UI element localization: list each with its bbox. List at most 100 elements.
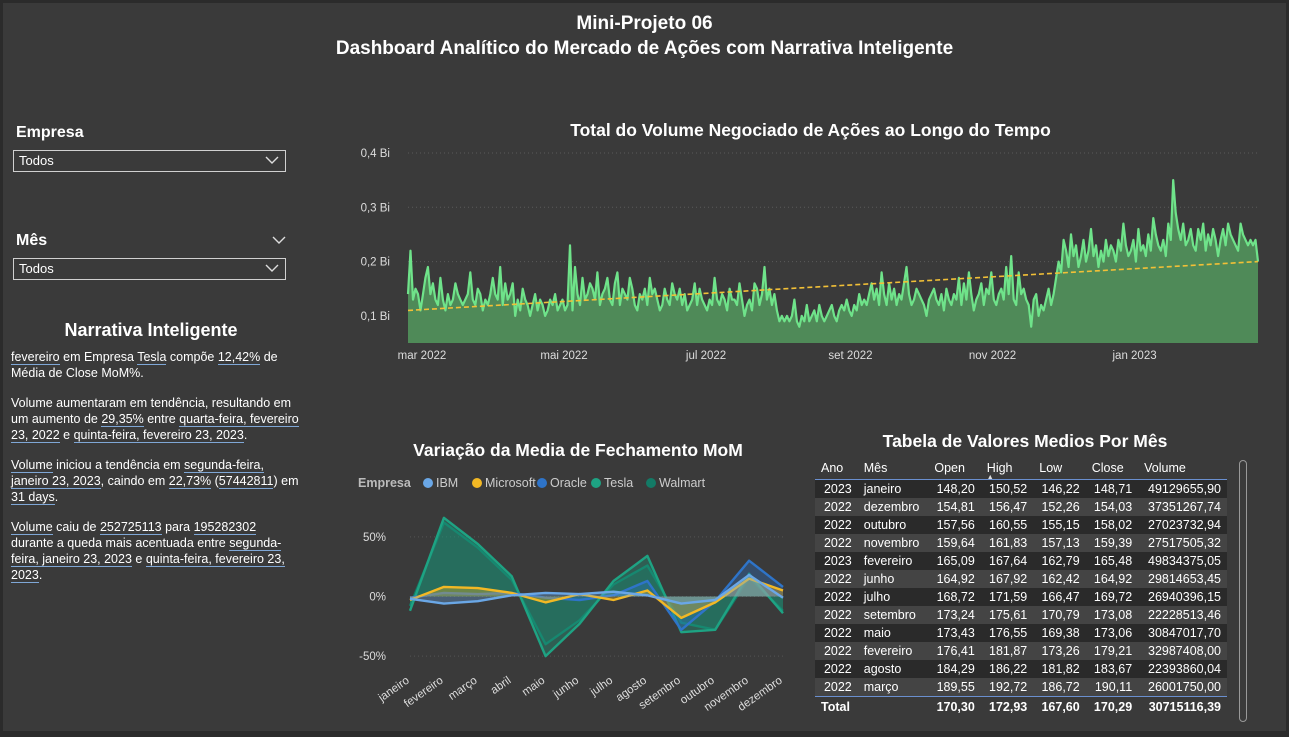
- table-cell: 32987408,00: [1138, 641, 1227, 660]
- table-row[interactable]: 2022 julho 168,72 171,59 166,47 169,72 2694039…: [815, 587, 1227, 606]
- table-cell: 159,64: [928, 533, 981, 552]
- table-cell: 170,79: [1033, 605, 1086, 624]
- table-body: 2023 janeiro 148,20 150,52 146,22 148,71 49129…: [815, 479, 1227, 696]
- table-cell: 189,55: [928, 677, 981, 696]
- table-row[interactable]: 2022 novembro 159,64 161,83 157,13 159,39 2751…: [815, 533, 1227, 552]
- table-row[interactable]: 2023 fevereiro 165,09 167,64 162,79 165,48 498…: [815, 551, 1227, 570]
- table-cell: 22228513,46: [1138, 605, 1227, 624]
- x-tick-label: mar 2022: [398, 350, 447, 362]
- table-cell: dezembro: [857, 497, 929, 516]
- narrative-text: .: [243, 428, 248, 442]
- x-tick-label: set 2022: [828, 350, 872, 362]
- table-row[interactable]: 2023 janeiro 148,20 150,52 146,22 148,71 49129…: [815, 479, 1227, 498]
- narrative-text: de Média de Close MoM%.: [11, 350, 278, 380]
- empresa-dropdown[interactable]: Todos: [13, 150, 286, 172]
- table-row[interactable]: 2022 setembro 173,24 175,61 170,79 173,08 2222…: [815, 605, 1227, 624]
- legend-label: Tesla: [604, 476, 633, 490]
- table-cell: 156,47: [980, 497, 1034, 516]
- dashboard-subtitle: Dashboard Analítico do Mercado de Ações …: [335, 38, 954, 59]
- table-cell: fevereiro: [857, 641, 929, 660]
- table-cell: 169,38: [1033, 623, 1086, 642]
- narrative-body: fevereiro em Empresa Tesla compõe 12,42%…: [11, 349, 301, 597]
- column-header[interactable]: Volume: [1138, 457, 1227, 480]
- x-tick-label: março: [446, 675, 479, 703]
- column-header[interactable]: Ano: [815, 457, 858, 480]
- chevron-down-icon[interactable]: [272, 235, 286, 245]
- table-cell: junho: [857, 569, 929, 588]
- narrative-value: 29,35%: [101, 412, 144, 427]
- column-header[interactable]: Close: [1085, 457, 1139, 480]
- mom-line-chart: Empresa IBM Microsoft Oracle Tesla Walmart 50%…: [358, 476, 785, 714]
- narrative-value: quinta-feira, fevereiro 23, 2023: [11, 552, 285, 583]
- table-cell: 173,26: [1033, 641, 1086, 660]
- x-tick-label: jul 2022: [685, 350, 726, 362]
- table-total-cell: 30715116,39: [1138, 695, 1227, 717]
- table-cell: 154,03: [1085, 497, 1139, 516]
- table-row[interactable]: 2022 dezembro 154,81 156,47 152,26 154,03 3735…: [815, 497, 1227, 516]
- dashboard-title: Mini-Projeto 06: [576, 13, 713, 34]
- table-cell: setembro: [857, 605, 929, 624]
- y-tick-label: 0,3 Bi: [361, 202, 390, 214]
- table-row[interactable]: 2022 fevereiro 176,41 181,87 173,26 179,21 329…: [815, 641, 1227, 660]
- y-tick-label: 0,1 Bi: [361, 311, 390, 323]
- table-cell: 2023: [815, 479, 858, 498]
- column-header[interactable]: Open: [928, 457, 981, 480]
- sort-ascending-icon: ▲: [986, 474, 994, 481]
- table-cell: 2022: [815, 497, 858, 516]
- table-total-cell: 170,30: [928, 695, 981, 717]
- table-cell: julho: [857, 587, 929, 606]
- narrative-text: caiu de: [52, 520, 100, 534]
- table-cell: 171,59: [980, 587, 1034, 606]
- volume-line: [406, 179, 1260, 328]
- narrative-paragraph: Volume iniciou a tendência em segunda-fe…: [11, 457, 301, 505]
- y-tick-label: 50%: [363, 532, 386, 544]
- dashboard-canvas: Mini-Projeto 06 Dashboard Analítico do M…: [3, 3, 1286, 731]
- table-scrollbar[interactable]: [1239, 460, 1247, 722]
- x-tick-label: maio: [520, 675, 547, 699]
- narrative-text: Volume aumentaram em tendência, resultan…: [11, 396, 292, 426]
- table-cell: 157,56: [928, 515, 981, 534]
- table-cell: 26940396,15: [1138, 587, 1227, 606]
- table-cell: 179,21: [1085, 641, 1139, 660]
- table-total-cell: 170,29: [1085, 695, 1139, 717]
- legend-label: Microsoft: [485, 476, 536, 490]
- table-row[interactable]: 2022 outubro 157,56 160,55 155,15 158,02 27023…: [815, 515, 1227, 534]
- column-header[interactable]: Mês: [857, 457, 929, 480]
- narrative-value: segunda-feira, janeiro 23, 2023: [11, 536, 282, 567]
- narrative-value: Volume: [11, 520, 53, 535]
- table-cell: 2022: [815, 605, 858, 624]
- table-cell: 165,48: [1085, 551, 1139, 570]
- mes-dropdown[interactable]: Todos: [13, 258, 286, 280]
- chevron-down-icon: [265, 264, 279, 272]
- table-header-row: Ano Mês Open High ▲ Low Close Volume: [815, 457, 1227, 481]
- narrative-value: segunda-feira, janeiro 23, 2023: [11, 458, 264, 489]
- column-header[interactable]: Low: [1033, 457, 1086, 480]
- legend-title: Empresa: [358, 476, 412, 490]
- column-header[interactable]: High ▲: [980, 457, 1034, 481]
- table-row[interactable]: 2022 junho 164,92 167,92 162,42 164,92 2981465…: [815, 569, 1227, 588]
- series-area-microsoft: [410, 578, 783, 618]
- y-tick-label: 0%: [369, 591, 386, 603]
- table-cell: 27517505,32: [1138, 533, 1227, 552]
- table-row[interactable]: 2022 março 189,55 192,72 186,72 190,11 2600175…: [815, 677, 1227, 696]
- table-cell: 2022: [815, 659, 858, 678]
- table-cell: 2022: [815, 587, 858, 606]
- table-row[interactable]: 2022 agosto 184,29 186,22 181,82 183,67 223938…: [815, 659, 1227, 678]
- table-cell: 168,72: [928, 587, 981, 606]
- series-line-ibm: [409, 573, 784, 605]
- table-cell: 152,26: [1033, 497, 1086, 516]
- table-cell: 2022: [815, 623, 858, 642]
- table-cell: 181,87: [980, 641, 1034, 660]
- table-cell: 184,29: [928, 659, 981, 678]
- narrative-value: 31 days: [11, 490, 55, 505]
- table-cell: 164,92: [1085, 569, 1139, 588]
- table-cell: 30847017,70: [1138, 623, 1227, 642]
- mes-filter-label: Mês: [16, 232, 48, 249]
- table-cell: 26001750,00: [1138, 677, 1227, 696]
- table-cell: 146,22: [1033, 479, 1086, 498]
- legend-marker: [423, 478, 433, 488]
- x-tick-label: mai 2022: [540, 350, 587, 362]
- table-cell: 29814653,45: [1138, 569, 1227, 588]
- table-row[interactable]: 2022 maio 173,43 176,55 169,38 173,06 30847017…: [815, 623, 1227, 642]
- table-cell: 192,72: [980, 677, 1034, 696]
